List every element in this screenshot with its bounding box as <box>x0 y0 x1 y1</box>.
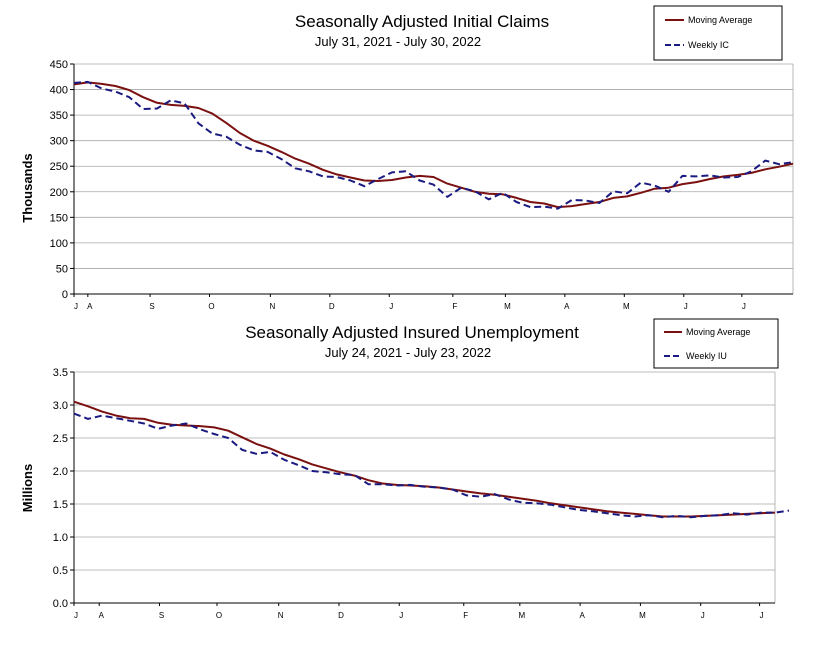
chart1-y-tick-label: 450 <box>50 59 68 71</box>
chart2-x-tick-label: J <box>701 611 705 620</box>
chart1-x-tick-label: S <box>149 302 154 311</box>
chart1-x-tick-label: M <box>504 302 511 311</box>
chart2-y-tick-label: 1.5 <box>53 499 68 511</box>
chart1-x-tick-label: J <box>389 302 393 311</box>
chart1-y-tick-label: 200 <box>50 187 68 199</box>
chart2-subtitle: July 24, 2021 - July 23, 2022 <box>325 345 491 360</box>
chart1-title: Seasonally Adjusted Initial Claims <box>295 12 549 31</box>
chart2-y-tick-label: 2.0 <box>53 466 68 478</box>
chart1-legend-box <box>653 5 783 61</box>
chart1-legend: Moving Average Weekly IC <box>653 5 783 61</box>
chart2-y-tick-label: 1.0 <box>53 532 68 544</box>
chart1-subtitle: July 31, 2021 - July 30, 2022 <box>315 34 481 49</box>
chart1-x-tick-label: A <box>564 302 570 311</box>
chart1-legend-weekly-ic-label: Weekly IC <box>688 40 729 50</box>
chart2-gridlines <box>70 371 776 606</box>
chart1-x-tick-label: J <box>74 302 78 311</box>
chart2-x-tick-label: O <box>216 611 222 620</box>
chart1-moving-average-line <box>73 81 794 209</box>
chart2-title: Seasonally Adjusted Insured Unemployment <box>245 323 579 342</box>
chart1-x-tick-label: M <box>623 302 630 311</box>
chart2-x-tick-label: A <box>99 611 105 620</box>
chart1-x-tick-label: F <box>452 302 457 311</box>
chart2-y-tick-label: 0.0 <box>53 598 68 610</box>
chart2-x-tick-label: M <box>639 611 646 620</box>
chart1-x-tick-label: A <box>87 302 93 311</box>
chart1-y-tick-label: 400 <box>50 85 68 97</box>
chart1-legend-moving-average-label: Moving Average <box>688 15 752 25</box>
chart2-x-tick-label: J <box>74 611 78 620</box>
chart2-legend-weekly-iu-label: Weekly IU <box>686 351 727 361</box>
chart2-y-tick-label: 2.5 <box>53 433 68 445</box>
chart2-series <box>73 400 790 519</box>
chart2-y-tick-label: 0.5 <box>53 565 68 577</box>
chart2-x-tick-label: M <box>519 611 526 620</box>
chart2-legend-moving-average-label: Moving Average <box>686 327 750 337</box>
chart2-x-tick-label: F <box>463 611 468 620</box>
chart2-y-axis-label: Millions <box>20 464 35 512</box>
chart1-y-tick-label: 250 <box>50 161 68 173</box>
chart1-gridlines <box>70 63 794 297</box>
chart1-weekly-ic-line <box>73 80 794 210</box>
chart2-weekly-iu-line <box>73 412 790 519</box>
chart1-y-tick-label: 0 <box>62 289 68 301</box>
chart2-x-tick-label: D <box>338 611 344 620</box>
chart2-moving-average-line <box>73 400 776 518</box>
chart1-y-tick-label: 100 <box>50 238 68 250</box>
chart2-x-tick-label: N <box>278 611 284 620</box>
chart2-x-tick-label: A <box>579 611 585 620</box>
chart1-x-tick-label: N <box>269 302 275 311</box>
chart1-y-axis-label: Thousands <box>20 153 35 222</box>
chart1-x-tick-label: D <box>329 302 335 311</box>
chart2-y-tick-label: 3.5 <box>53 367 68 379</box>
chart1-x-tick-label: O <box>208 302 214 311</box>
chart-insured-unemployment: Seasonally Adjusted Insured Unemployment… <box>20 318 790 620</box>
chart1-y-tick-label: 150 <box>50 212 68 224</box>
chart1-x-tick-label: J <box>742 302 746 311</box>
chart2-y-tick-labels: 0.0 0.5 1.0 1.5 2.0 2.5 3.0 3.5 <box>53 367 68 610</box>
chart2-legend: Moving Average Weekly IU <box>653 318 779 369</box>
chart1-y-tick-labels: 0 50 100 150 200 250 300 350 400 450 <box>50 59 68 301</box>
chart1-y-tick-label: 50 <box>56 263 68 275</box>
chart2-y-tick-label: 3.0 <box>53 400 68 412</box>
chart1-x-tick-label: J <box>684 302 688 311</box>
chart1-y-tick-label: 300 <box>50 136 68 148</box>
chart1-series <box>73 80 794 210</box>
chart2-x-tick-label: S <box>159 611 164 620</box>
chart2-x-tick-label: J <box>399 611 403 620</box>
chart2-legend-box <box>653 318 779 369</box>
chart1-y-tick-label: 350 <box>50 110 68 122</box>
chart-initial-claims: Seasonally Adjusted Initial Claims July … <box>20 5 794 311</box>
chart2-x-tick-label: J <box>760 611 764 620</box>
